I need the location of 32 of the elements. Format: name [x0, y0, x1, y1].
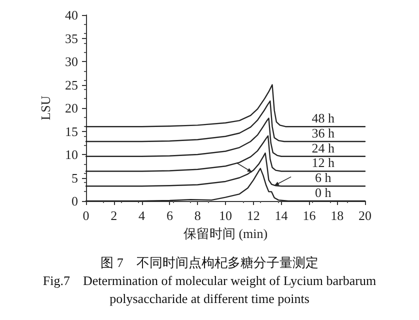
x-tick-label: 12 [246, 208, 260, 223]
y-tick-label: 25 [65, 77, 78, 92]
line-series [85, 84, 366, 128]
y-axis-title: LSU [38, 95, 53, 120]
series-label: 36 h [312, 125, 336, 140]
caption: Fig.7 Determination of molecular weight of Lycium barbarum polysaccharide at different time points [42, 272, 378, 308]
x-tick-label: 18 [330, 208, 344, 223]
x-tick-label: 4 [138, 208, 146, 223]
y-tick-label: 10 [65, 147, 78, 162]
x-tick-label: 10 [219, 208, 232, 223]
x-axis-title: 保留时间 (min) [183, 226, 268, 241]
x-tick-label: 2 [110, 208, 118, 223]
caption: 图 7 不同时间点枸杞多糖分子量测定 [100, 254, 320, 272]
x-tick-label: 20 [358, 208, 372, 223]
y-tick-label: 5 [72, 170, 78, 186]
legend-label: 6 h [315, 170, 332, 186]
x-tick-label: 14 [274, 208, 288, 223]
series-label: 24 h [312, 140, 336, 156]
y-tick-label: 40 [65, 8, 78, 22]
y-tick-label: 20 [65, 100, 78, 116]
x-tick-label: 0 [82, 208, 90, 223]
x-tick-label: 6 [166, 208, 174, 223]
series-label: 0 h [315, 185, 332, 200]
series-label: 48 h [312, 110, 336, 126]
y-tick-label: 15 [65, 124, 78, 139]
line-series [85, 152, 366, 187]
x-tick-label: 8 [194, 208, 201, 223]
series-label: 12 h [312, 155, 336, 170]
y-tick-label: 35 [65, 30, 78, 46]
x-tick-label: 16 [302, 208, 316, 223]
y-tick-label: 30 [65, 54, 78, 69]
y-tick-label: 0 [72, 194, 78, 208]
